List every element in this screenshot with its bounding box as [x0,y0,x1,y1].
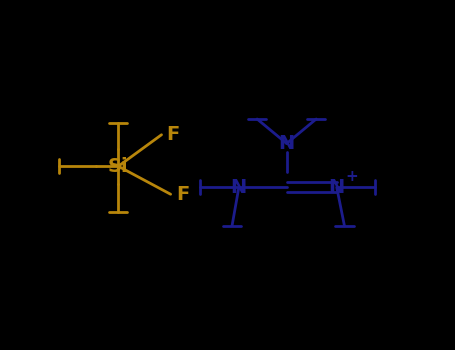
Text: N: N [231,178,247,197]
Text: N: N [329,178,345,197]
Text: +: + [345,169,358,183]
Text: Si: Si [108,157,129,176]
Text: F: F [177,185,190,204]
Text: N: N [278,134,295,153]
Text: F: F [166,125,180,144]
